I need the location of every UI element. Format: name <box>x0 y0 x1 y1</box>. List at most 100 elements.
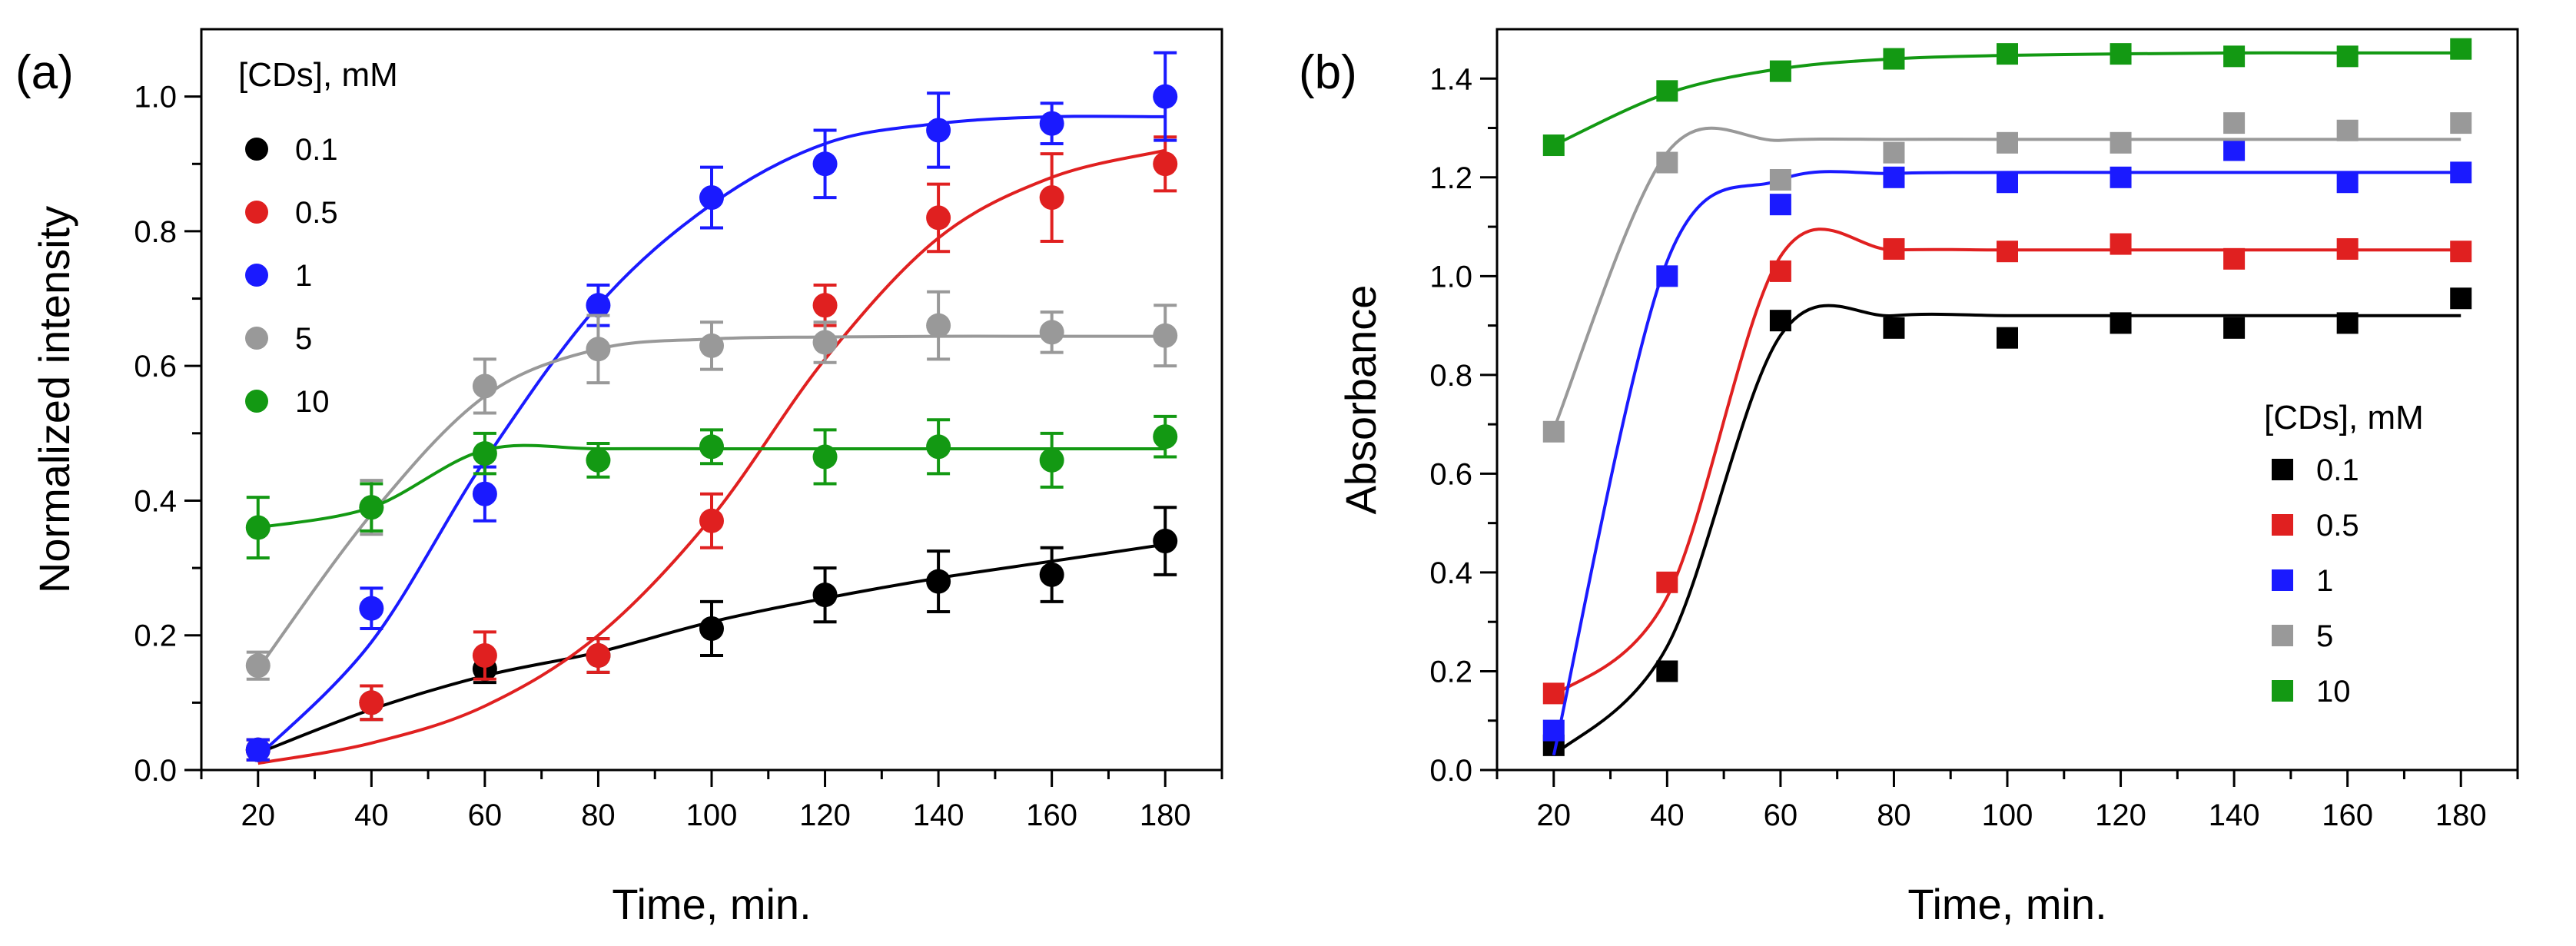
y-tick-label: 1.0 <box>1429 260 1472 294</box>
data-point <box>1769 260 1791 282</box>
data-point <box>1769 310 1791 332</box>
legend-marker <box>245 264 268 287</box>
series-1 <box>245 51 1178 762</box>
legend-marker <box>2272 680 2293 702</box>
y-tick-label: 0.4 <box>134 484 177 518</box>
data-point <box>2223 139 2246 161</box>
data-point <box>699 185 724 211</box>
data-point <box>812 583 838 608</box>
data-point <box>1039 111 1064 136</box>
data-point <box>359 690 384 715</box>
data-point <box>472 481 497 506</box>
data-point <box>586 293 611 318</box>
series-10 <box>1542 38 2472 157</box>
y-tick-label: 0.2 <box>134 619 177 653</box>
data-point <box>1769 169 1791 191</box>
series-1 <box>1542 139 2472 756</box>
x-tick-label: 80 <box>1877 798 1911 832</box>
legend-label: 10 <box>2316 675 2351 709</box>
fit-line <box>1552 51 2461 147</box>
data-point <box>586 337 611 362</box>
data-point <box>2450 241 2472 263</box>
x-tick-label: 100 <box>1982 798 2033 832</box>
data-point <box>699 333 724 358</box>
series-5 <box>1542 112 2472 443</box>
fit-line <box>257 115 1166 758</box>
panel-label: (a) <box>15 46 74 99</box>
legend: [CDs], mM 0.1 0.5 1 5 10 <box>238 56 398 419</box>
y-tick-label: 0.2 <box>1429 655 1472 689</box>
legend-marker <box>2272 459 2293 480</box>
panel-label: (b) <box>1299 46 1357 99</box>
data-point <box>359 596 384 621</box>
fit-line <box>1552 170 2461 756</box>
data-point <box>699 508 724 533</box>
data-point <box>1542 134 1565 157</box>
x-tick-label: 40 <box>354 798 389 832</box>
data-point <box>1039 562 1064 587</box>
data-point <box>1542 420 1565 443</box>
legend-marker <box>245 390 268 413</box>
data-point <box>699 434 724 460</box>
fit-line <box>1552 227 2461 698</box>
x-tick-label: 120 <box>799 798 851 832</box>
legend-marker <box>245 327 268 350</box>
legend-label: 5 <box>2316 619 2333 653</box>
legend-label: 5 <box>295 322 312 356</box>
data-point <box>1656 265 1678 287</box>
data-point <box>1883 141 1905 164</box>
data-point <box>2336 45 2359 68</box>
x-tick-label: 160 <box>1026 798 1077 832</box>
x-tick-label: 100 <box>686 798 738 832</box>
data-point <box>2450 112 2472 134</box>
data-point <box>1153 323 1178 348</box>
data-point <box>2223 45 2246 68</box>
data-point <box>926 434 951 460</box>
x-tick-label: 180 <box>2435 798 2487 832</box>
data-point <box>1883 48 1905 70</box>
data-point <box>812 444 838 470</box>
data-point <box>1997 171 2018 194</box>
legend-marker <box>245 138 268 161</box>
data-point <box>926 118 951 143</box>
data-point <box>2336 312 2359 334</box>
data-point <box>586 447 611 473</box>
data-point <box>1656 151 1678 174</box>
series-10 <box>245 414 1178 559</box>
data-point <box>245 737 271 762</box>
y-tick-label: 0.6 <box>1429 457 1472 491</box>
y-tick-label: 0.0 <box>1429 754 1472 788</box>
data-point <box>245 653 271 679</box>
data-point <box>359 495 384 520</box>
legend-marker <box>2272 514 2293 536</box>
legend: [CDs], mM 0.1 0.5 1 5 10 <box>2264 399 2424 709</box>
x-tick-label: 180 <box>1140 798 1191 832</box>
data-point <box>699 616 724 641</box>
data-point <box>472 441 497 466</box>
data-point <box>1542 719 1565 742</box>
data-point <box>1883 166 1905 188</box>
x-tick-label: 60 <box>1764 798 1798 832</box>
legend-marker <box>2272 625 2293 646</box>
fit-line <box>1552 304 2461 757</box>
data-point <box>812 151 838 177</box>
data-point <box>2450 161 2472 184</box>
fit-line <box>257 334 1166 670</box>
data-point <box>812 330 838 355</box>
data-point <box>2336 237 2359 260</box>
x-tick-label: 140 <box>2209 798 2260 832</box>
data-point <box>1883 237 1905 260</box>
legend-marker <box>2272 569 2293 591</box>
data-point <box>1153 529 1178 554</box>
y-tick-label: 0.8 <box>1429 359 1472 393</box>
x-tick-label: 20 <box>241 798 276 832</box>
data-point <box>2110 312 2132 334</box>
data-point <box>1997 327 2018 349</box>
legend-label: 10 <box>295 385 330 419</box>
data-point <box>2336 119 2359 141</box>
y-axis-title: Absorbance <box>1336 285 1385 515</box>
data-point <box>2223 247 2246 270</box>
data-point <box>472 643 497 669</box>
data-point <box>245 515 271 540</box>
x-tick-label: 80 <box>581 798 616 832</box>
